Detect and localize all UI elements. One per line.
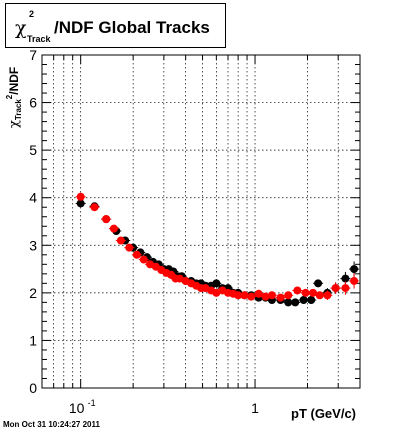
data-point <box>116 236 125 245</box>
data-point <box>247 292 256 301</box>
data-point <box>102 215 111 224</box>
data-point <box>76 199 85 208</box>
y-axis-label: χTrack2/NDF <box>0 58 23 128</box>
y-tick-label: 1 <box>29 332 37 348</box>
ylabel-subscript: Track <box>14 99 23 121</box>
data-point <box>284 291 293 300</box>
ylabel-superscript: 2 <box>5 94 14 100</box>
data-point <box>315 291 324 300</box>
data-point <box>350 265 359 274</box>
plot-frame <box>41 54 361 389</box>
data-point <box>350 276 359 285</box>
data-point <box>267 291 276 300</box>
ylabel-chi-symbol: χ <box>7 120 22 128</box>
y-tick-label: 0 <box>29 380 37 396</box>
x-tick-label: 10 <box>69 400 85 416</box>
data-point <box>307 295 316 304</box>
data-point <box>301 288 310 297</box>
data-point <box>240 291 249 300</box>
timestamp: Mon Oct 31 10:24:27 2011 <box>3 420 100 429</box>
data-point <box>331 284 340 293</box>
x-tick-label-exponent: -1 <box>88 398 96 408</box>
data-point <box>299 295 308 304</box>
data-point <box>261 292 270 301</box>
y-tick-label: 7 <box>29 47 37 63</box>
data-point <box>254 289 263 298</box>
chart-title: χ 2 Track /NDF Global Tracks <box>5 3 226 48</box>
y-tick-label: 2 <box>29 285 37 301</box>
title-text: /NDF Global Tracks <box>54 18 210 37</box>
data-point <box>90 203 99 212</box>
y-tick-label: 6 <box>29 95 37 111</box>
data-point <box>109 224 118 233</box>
x-tick-label: 1 <box>251 400 259 416</box>
data-point <box>284 298 293 307</box>
data-point <box>341 284 350 293</box>
data-point <box>212 279 221 288</box>
data-point <box>323 291 332 300</box>
data-point <box>76 192 85 201</box>
y-tick-label: 3 <box>29 237 37 253</box>
title-superscript: 2 <box>29 9 35 19</box>
data-point <box>125 243 134 252</box>
data-point <box>139 255 148 264</box>
ylabel-text: /NDF <box>7 66 21 95</box>
y-tick-label: 4 <box>29 190 37 206</box>
data-point <box>234 291 243 300</box>
title-subscript: Track <box>27 34 51 44</box>
data-point <box>293 286 302 295</box>
grid <box>41 54 361 389</box>
data-point <box>341 274 350 283</box>
data-marks <box>75 192 360 307</box>
x-axis-label: pT (GeV/c) <box>291 406 357 421</box>
axes: 0 1 2 3 4 5 6 7 10 -1 1 <box>29 47 361 416</box>
title-chi-symbol: χ <box>15 17 27 39</box>
data-point <box>132 250 141 259</box>
data-point <box>276 293 285 302</box>
data-point <box>291 298 300 307</box>
y-tick-label: 5 <box>29 142 37 158</box>
data-point <box>314 279 323 288</box>
